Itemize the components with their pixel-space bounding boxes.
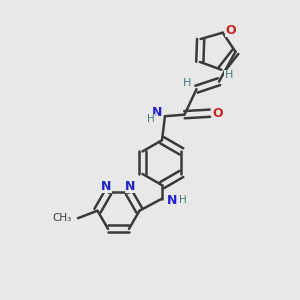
Text: O: O (225, 24, 236, 37)
Text: H: H (147, 114, 155, 124)
Text: H: H (224, 70, 233, 80)
Text: N: N (125, 180, 136, 193)
Text: N: N (167, 194, 177, 207)
Text: H: H (183, 78, 191, 88)
Text: N: N (101, 180, 112, 193)
Text: H: H (178, 196, 186, 206)
Text: O: O (212, 107, 223, 120)
Text: CH₃: CH₃ (52, 213, 71, 223)
Text: N: N (152, 106, 162, 119)
